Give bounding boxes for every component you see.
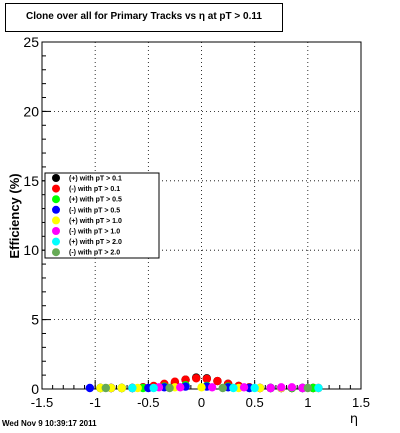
legend-label: (+) with pT > 2.0 (69, 239, 122, 246)
y-tick-label: 15 (23, 173, 39, 189)
legend-marker (52, 227, 60, 235)
x-tick-label: -1 (89, 395, 101, 410)
legend-label: (+) with pT > 1.0 (69, 218, 122, 225)
legend-marker (52, 237, 60, 246)
legend-marker (52, 216, 60, 225)
y-tick-label: 25 (23, 34, 39, 50)
footer-timestamp: Wed Nov 9 10:39:17 2011 (2, 419, 97, 428)
legend: (+) with pT > 0.1 (-) with pT > 0.1 (+) wi… (44, 172, 160, 259)
data-point (128, 383, 137, 393)
data-point (266, 383, 275, 393)
data-point (314, 383, 323, 393)
data-point (197, 383, 206, 392)
chart-title: Clone over all for Primary Tracks vs η a… (26, 11, 262, 22)
data-point (202, 374, 212, 384)
x-tick-label: 0.5 (246, 395, 264, 410)
data-point (149, 383, 158, 393)
x-tick-label: -1.5 (31, 395, 53, 410)
data-point (165, 383, 174, 393)
legend-marker (52, 174, 60, 182)
data-point (207, 383, 217, 392)
x-tick-label: 1.5 (352, 395, 370, 410)
legend-label: (-) with pT > 0.1 (69, 186, 120, 193)
legend-label: (+) with pT > 0.5 (69, 197, 122, 204)
legend-marker (52, 184, 60, 193)
legend-box (44, 172, 160, 259)
data-point (229, 383, 238, 393)
x-tick-label: 0 (198, 395, 205, 410)
data-point (213, 376, 222, 386)
y-tick-label: 5 (31, 312, 39, 328)
legend-label: (-) with pT > 0.5 (69, 207, 120, 214)
x-tick-label: 1 (304, 395, 311, 410)
data-point (176, 383, 185, 392)
data-point (218, 383, 227, 393)
data-point (191, 374, 201, 383)
data-point (250, 383, 259, 393)
legend-marker (52, 205, 60, 214)
marker-layer (85, 373, 323, 393)
data-point (287, 383, 297, 392)
data-point (85, 383, 95, 393)
legend-label: (-) with pT > 2.0 (69, 250, 120, 257)
y-tick-label: 20 (23, 103, 39, 119)
data-point (303, 383, 313, 393)
axis-layer: -1.5 -1 -0.5 0 0.5 1 1.5 0 5 10 15 20 25 (23, 34, 370, 410)
legend-label: (+) with pT > 0.1 (69, 176, 122, 183)
data-point (277, 383, 286, 392)
y-tick-label: 10 (23, 242, 39, 258)
y-axis-label: Efficiency (%) (7, 173, 22, 258)
data-point (117, 383, 126, 393)
x-tick-label: -0.5 (137, 395, 159, 410)
legend-marker (52, 195, 60, 204)
y-tick-label: 0 (31, 381, 39, 397)
legend-label: (-) with pT > 1.0 (69, 229, 120, 236)
data-point (239, 383, 249, 392)
legend-marker (52, 248, 60, 257)
data-point (101, 383, 111, 393)
title-box: Clone over all for Primary Tracks vs η a… (5, 3, 283, 32)
x-axis-label: η (350, 412, 358, 427)
